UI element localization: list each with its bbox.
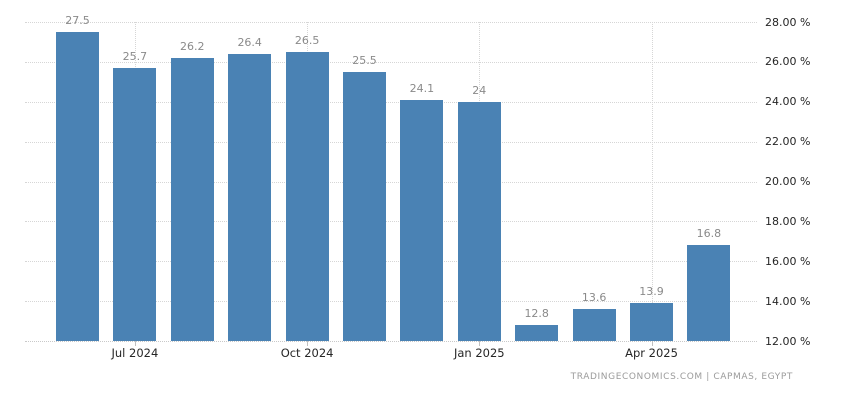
- x-axis-tick-label: Jul 2024: [111, 346, 159, 360]
- x-axis-tick-mark: [307, 341, 309, 346]
- data-bar-value-label: 24: [472, 83, 487, 97]
- y-gridline: [25, 301, 757, 303]
- data-bar[interactable]: [687, 245, 731, 341]
- x-gridline: [651, 22, 653, 341]
- data-bar-value-label: 26.5: [294, 33, 320, 47]
- y-axis-tick-label: 20.00 %: [765, 175, 811, 188]
- x-axis-tick-mark: [479, 341, 481, 346]
- y-axis-tick-label: 14.00 %: [765, 294, 811, 308]
- data-bar-value-label: 26.4: [237, 35, 262, 49]
- data-bar-value-label: 13.9: [639, 285, 664, 299]
- data-bar-value-label: 12.8: [524, 307, 549, 321]
- data-bar[interactable]: [515, 325, 559, 341]
- y-axis-tick-label: 26.00 %: [765, 55, 811, 69]
- x-axis-tick-label: Oct 2024: [280, 346, 334, 360]
- data-bar[interactable]: [572, 309, 616, 341]
- data-bar[interactable]: [113, 67, 157, 341]
- data-bar-value-label: 24.1: [409, 81, 435, 95]
- data-bar[interactable]: [630, 303, 673, 341]
- y-gridline: [25, 261, 757, 263]
- data-bar-value-label: 27.5: [65, 13, 90, 27]
- y-gridline: [25, 101, 757, 103]
- y-axis-tick-label: 24.00 %: [765, 95, 811, 109]
- y-axis-tick-label: 12.00 %: [765, 334, 811, 348]
- chart-attribution: TRADINGECONOMICS.COM | CAPMAS, EGYPT: [570, 372, 793, 382]
- y-gridline: [25, 22, 757, 23]
- data-bar[interactable]: [285, 51, 329, 341]
- y-gridline: [25, 221, 757, 223]
- x-axis-tick-mark: [134, 341, 136, 346]
- data-bar-value-label: 16.8: [696, 227, 722, 241]
- y-axis-tick-label: 22.00 %: [765, 135, 811, 149]
- y-gridline: [25, 181, 757, 183]
- data-bar[interactable]: [343, 71, 386, 341]
- y-gridline: [25, 141, 757, 143]
- x-axis-tick-mark: [651, 341, 653, 346]
- y-axis-tick-label: 16.00 %: [765, 254, 811, 268]
- data-bar-value-label: 25.5: [352, 53, 377, 67]
- x-axis-tick-label: Apr 2025: [625, 346, 678, 360]
- x-axis-tick-label: Jan 2025: [453, 346, 505, 360]
- data-bar[interactable]: [228, 53, 272, 341]
- y-axis-tick-label: 18.00 %: [765, 214, 811, 228]
- data-bar[interactable]: [170, 57, 214, 341]
- data-bar[interactable]: [457, 101, 501, 341]
- data-bar-value-label: 13.6: [581, 291, 607, 305]
- data-bar-value-label: 26.2: [180, 39, 205, 53]
- data-bar-value-label: 25.7: [122, 49, 148, 63]
- data-bar[interactable]: [56, 31, 99, 341]
- y-axis-tick-label: 28.00 %: [765, 15, 811, 29]
- y-gridline: [25, 61, 757, 63]
- data-bar[interactable]: [400, 99, 444, 341]
- y-gridline: [25, 341, 757, 342]
